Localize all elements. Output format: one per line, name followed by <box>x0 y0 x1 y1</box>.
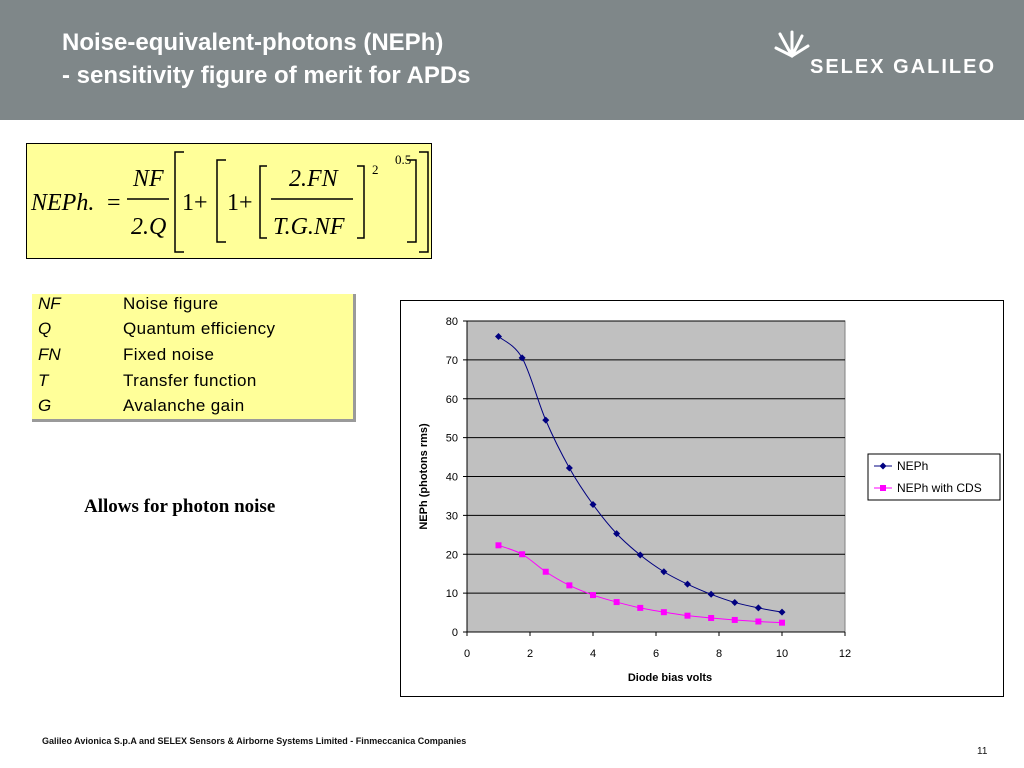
slide-title: Noise-equivalent-photons (NEPh) - sensit… <box>62 26 471 92</box>
data-point <box>684 612 691 619</box>
formula-nf: NF <box>132 166 164 192</box>
slide-header: Noise-equivalent-photons (NEPh) - sensit… <box>0 0 1024 120</box>
data-point <box>684 580 691 588</box>
legend-box <box>867 453 1001 501</box>
data-point <box>731 616 738 623</box>
data-point <box>708 615 715 622</box>
x-tick-label: 4 <box>590 648 596 660</box>
definition-symbol: Q <box>38 319 52 338</box>
data-point <box>613 530 621 538</box>
formula-exponent-outer: 0.5 <box>395 152 411 167</box>
formula-graphic: NEPh. = NF 2.Q 1+ 1+ 2.FN T.G.NF 2 0.5 <box>30 151 429 253</box>
x-tick-label: 2 <box>527 648 533 660</box>
y-tick-label: 20 <box>446 549 458 561</box>
x-axis-label: Diode bias volts <box>628 672 712 684</box>
data-point <box>754 604 762 612</box>
definition-symbol: T <box>38 371 49 390</box>
data-point <box>589 500 597 508</box>
slide-title-line1: Noise-equivalent-photons (NEPh) <box>62 29 444 56</box>
y-tick-label: 0 <box>452 627 458 639</box>
data-point <box>495 542 502 549</box>
data-point <box>613 599 620 606</box>
definition-text: Fixed noise <box>123 345 215 364</box>
neph-chart: 0 10 20 30 40 50 60 70 80 0 2 4 6 8 10 12 Diode bias vol… <box>400 300 1004 697</box>
formula-exponent-inner: 2 <box>372 162 379 177</box>
legend-label: NEPh <box>897 459 928 473</box>
formula-equals: = <box>107 190 121 216</box>
starburst-logo-icon <box>774 30 810 58</box>
series-neph-with-cds <box>495 542 785 626</box>
legend-label: NEPh with CDS <box>897 481 982 495</box>
formula-2q: 2.Q <box>131 214 166 240</box>
symbol-definitions-table: NF Noise figure Q Quantum efficiency FN … <box>32 294 356 422</box>
formula-one-plus-a: 1+ <box>182 190 208 216</box>
x-tick-label: 12 <box>839 648 851 660</box>
data-point <box>778 608 786 616</box>
data-point <box>637 604 644 611</box>
y-tick-label: 10 <box>446 588 458 600</box>
y-tick-label: 60 <box>446 394 458 406</box>
data-point <box>660 609 667 616</box>
definition-symbol: NF <box>38 294 61 313</box>
definition-text: Transfer function <box>123 371 257 390</box>
data-point <box>660 568 668 576</box>
data-point <box>519 551 526 558</box>
definition-symbol: FN <box>38 345 61 364</box>
data-point <box>566 582 573 589</box>
selex-galileo-logo: SELEX GALILEO <box>772 30 1012 80</box>
x-tick-label: 6 <box>653 648 659 660</box>
footer-text: Galileo Avionica S.p.A and SELEX Sensors… <box>42 736 467 746</box>
formula-tgnf: T.G.NF <box>273 214 345 240</box>
data-point <box>779 619 785 626</box>
definition-text: Avalanche gain <box>123 396 245 415</box>
x-tick-label: 8 <box>716 648 722 660</box>
chart-legend: NEPh NEPh with CDS <box>867 453 1001 501</box>
data-point <box>495 333 502 341</box>
definition-symbol: G <box>38 396 52 415</box>
x-tick-label: 0 <box>464 648 470 660</box>
x-tick-label: 10 <box>776 648 788 660</box>
y-tick-label: 70 <box>446 355 458 367</box>
series-neph <box>495 333 786 616</box>
formula-2fn: 2.FN <box>289 166 340 192</box>
data-point <box>731 598 739 606</box>
formula-one-plus-b: 1+ <box>227 190 253 216</box>
y-tick-label: 40 <box>446 472 458 484</box>
y-axis-label: NEPh (photons rms) <box>418 423 430 530</box>
y-tick-label: 80 <box>446 316 458 328</box>
logo-text: SELEX GALILEO <box>810 56 997 78</box>
neph-formula-box: NEPh. = NF 2.Q 1+ 1+ 2.FN T.G.NF 2 0.5 <box>26 143 432 259</box>
data-point <box>755 618 762 625</box>
neph-chart-svg: 0 10 20 30 40 50 60 70 80 0 2 4 6 8 10 12 Diode bias vol… <box>418 316 1001 684</box>
formula-lhs: NEPh. <box>30 190 94 216</box>
data-point <box>636 551 644 559</box>
definition-text: Noise figure <box>123 294 219 313</box>
data-point <box>542 416 550 424</box>
legend-marker <box>879 462 887 470</box>
photon-noise-note: Allows for photon noise <box>84 496 276 517</box>
page-number: 11 <box>977 746 988 757</box>
slide-title-line2: - sensitivity figure of merit for APDs <box>62 62 471 89</box>
data-point <box>518 354 526 362</box>
y-tick-label: 30 <box>446 510 458 522</box>
data-point <box>565 464 573 472</box>
data-point <box>590 592 596 599</box>
data-point <box>542 568 549 575</box>
data-point <box>707 590 715 598</box>
definition-text: Quantum efficiency <box>123 319 276 338</box>
legend-marker <box>880 485 886 491</box>
y-tick-label: 50 <box>446 433 458 445</box>
